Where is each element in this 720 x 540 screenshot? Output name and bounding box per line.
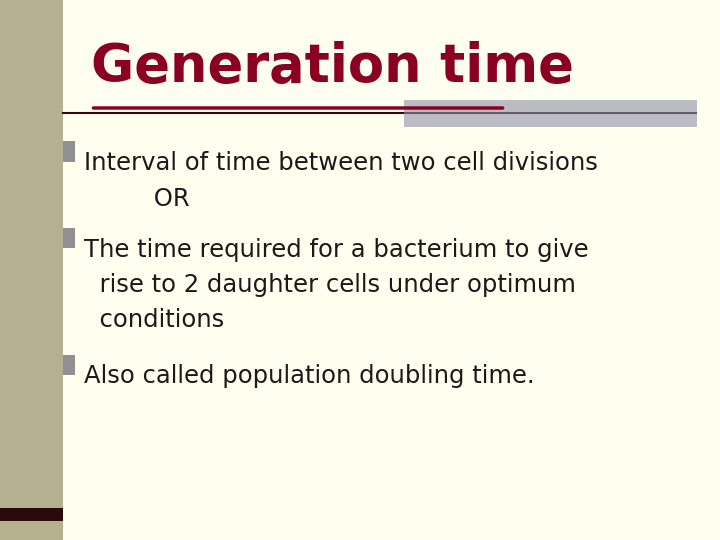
Text: Generation time: Generation time [91, 42, 574, 93]
FancyBboxPatch shape [0, 0, 63, 540]
FancyBboxPatch shape [63, 228, 76, 248]
FancyBboxPatch shape [405, 100, 697, 127]
FancyBboxPatch shape [63, 141, 76, 162]
Text: Also called population doubling time.: Also called population doubling time. [84, 364, 534, 388]
FancyBboxPatch shape [63, 355, 76, 375]
Text: Interval of time between two cell divisions
         OR: Interval of time between two cell divisi… [84, 151, 598, 211]
FancyBboxPatch shape [0, 508, 63, 521]
Text: The time required for a bacterium to give
  rise to 2 daughter cells under optim: The time required for a bacterium to giv… [84, 238, 588, 333]
